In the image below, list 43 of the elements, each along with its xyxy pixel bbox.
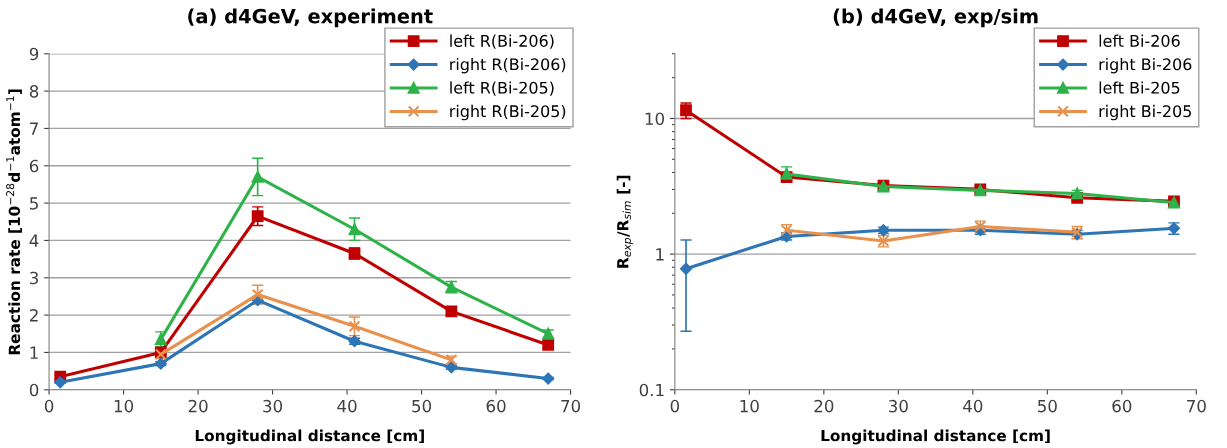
x-tick-label: 30 [263, 399, 283, 413]
x-tick-label: 60 [486, 399, 506, 413]
x-tick-label: 0 [44, 399, 54, 413]
y-tick-label: 0.1 [639, 383, 664, 397]
x-tick-label: 70 [561, 399, 581, 413]
chart-title: (b) d4GeV, exp/sim [833, 8, 1038, 28]
x-tick-label: 20 [188, 399, 208, 413]
y-tick-label: 10 [645, 112, 665, 126]
y-tick-label: 9 [29, 47, 39, 61]
y-tick-label: 0 [29, 383, 39, 397]
y-tick-label: 7 [30, 122, 38, 135]
y-axis-title: R$_{exp}$/R$_{sim}$ [-] [616, 175, 634, 268]
x-tick-label: 40 [963, 399, 983, 413]
x-axis-title: Longitudinal distance [cm] [821, 429, 1050, 445]
chart-title: (a) d4GeV, experiment [188, 8, 433, 28]
legend-label: right R(Bi-205) [450, 104, 566, 121]
x-tick-label: 40 [337, 399, 357, 413]
y-axis-title: Reaction rate [10$^{−28}$d$^{−1}$atom$^{−1}$] [6, 89, 22, 355]
y-tick-label: 1 [656, 248, 664, 261]
legend-label: left Bi-206 [1099, 34, 1180, 47]
x-tick-label: 10 [114, 399, 134, 413]
legend-label: left R(Bi-206) [450, 34, 554, 49]
y-tick-label: 6 [29, 159, 39, 173]
x-tick-label: 30 [889, 399, 908, 413]
legend-label: left Bi-205 [1099, 81, 1180, 94]
y-tick-label: 8 [29, 85, 39, 98]
x-tick-label: 70 [1187, 399, 1206, 413]
x-tick-label: 60 [1112, 399, 1132, 413]
x-axis-title: Longitudinal distance [cm] [195, 429, 424, 445]
legend-label: right Bi-206 [1099, 57, 1192, 74]
y-tick-label: 1 [30, 346, 38, 359]
y-tick-label: 5 [30, 197, 38, 210]
y-tick-label: 3 [30, 271, 39, 285]
x-tick-label: 50 [412, 399, 432, 413]
y-tick-label: 4 [29, 234, 39, 247]
x-tick-label: 10 [740, 399, 759, 413]
legend-label: left R(Bi-205) [450, 81, 554, 96]
x-tick-label: 50 [1038, 399, 1057, 413]
x-tick-label: 20 [814, 399, 834, 413]
legend-label: right Bi-205 [1099, 104, 1191, 121]
x-tick-label: 0 [670, 399, 680, 413]
legend-label: right R(Bi-206) [450, 57, 566, 74]
y-tick-label: 2 [29, 309, 38, 322]
